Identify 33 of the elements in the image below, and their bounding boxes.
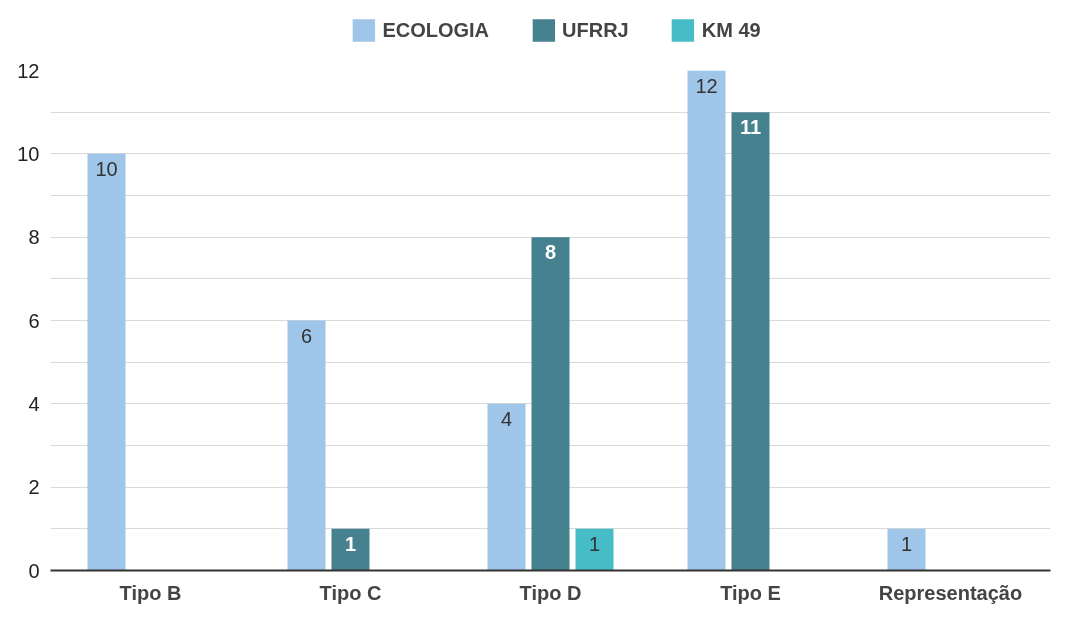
y-tick-label: 6 <box>28 309 40 332</box>
y-tick-label: 8 <box>28 226 40 249</box>
data-label: 1 <box>588 532 601 555</box>
bar <box>487 403 526 571</box>
y-tick-label: 0 <box>28 559 40 582</box>
bar <box>887 528 926 571</box>
data-label: 11 <box>739 116 762 139</box>
legend-label: UFRRJ <box>562 17 629 43</box>
x-tick-label: Tipo B <box>119 581 182 604</box>
data-label: 4 <box>500 407 513 430</box>
y-tick-label: 4 <box>28 392 40 415</box>
x-tick-label: Tipo D <box>519 581 582 604</box>
data-label: 8 <box>544 241 557 264</box>
bar <box>331 528 370 571</box>
legend-label: ECOLOGIA <box>382 17 490 43</box>
bar <box>87 153 126 571</box>
bar <box>287 320 326 571</box>
data-label: 12 <box>695 74 718 97</box>
x-tick-label: Representação <box>878 581 1023 604</box>
y-tick-label: 10 <box>17 142 40 165</box>
y-tick-label: 12 <box>17 59 40 82</box>
bar <box>575 528 614 571</box>
data-label: 1 <box>900 532 913 555</box>
legend-label: KM 49 <box>701 17 761 43</box>
x-tick-label: Tipo C <box>319 581 382 604</box>
x-tick-label: Tipo E <box>720 581 781 604</box>
data-label: 6 <box>300 324 313 347</box>
y-tick-label: 2 <box>28 476 40 499</box>
bar <box>731 112 770 571</box>
data-label: 10 <box>95 157 118 180</box>
bar <box>531 237 570 571</box>
bar <box>687 70 726 571</box>
data-label: 1 <box>344 532 357 555</box>
